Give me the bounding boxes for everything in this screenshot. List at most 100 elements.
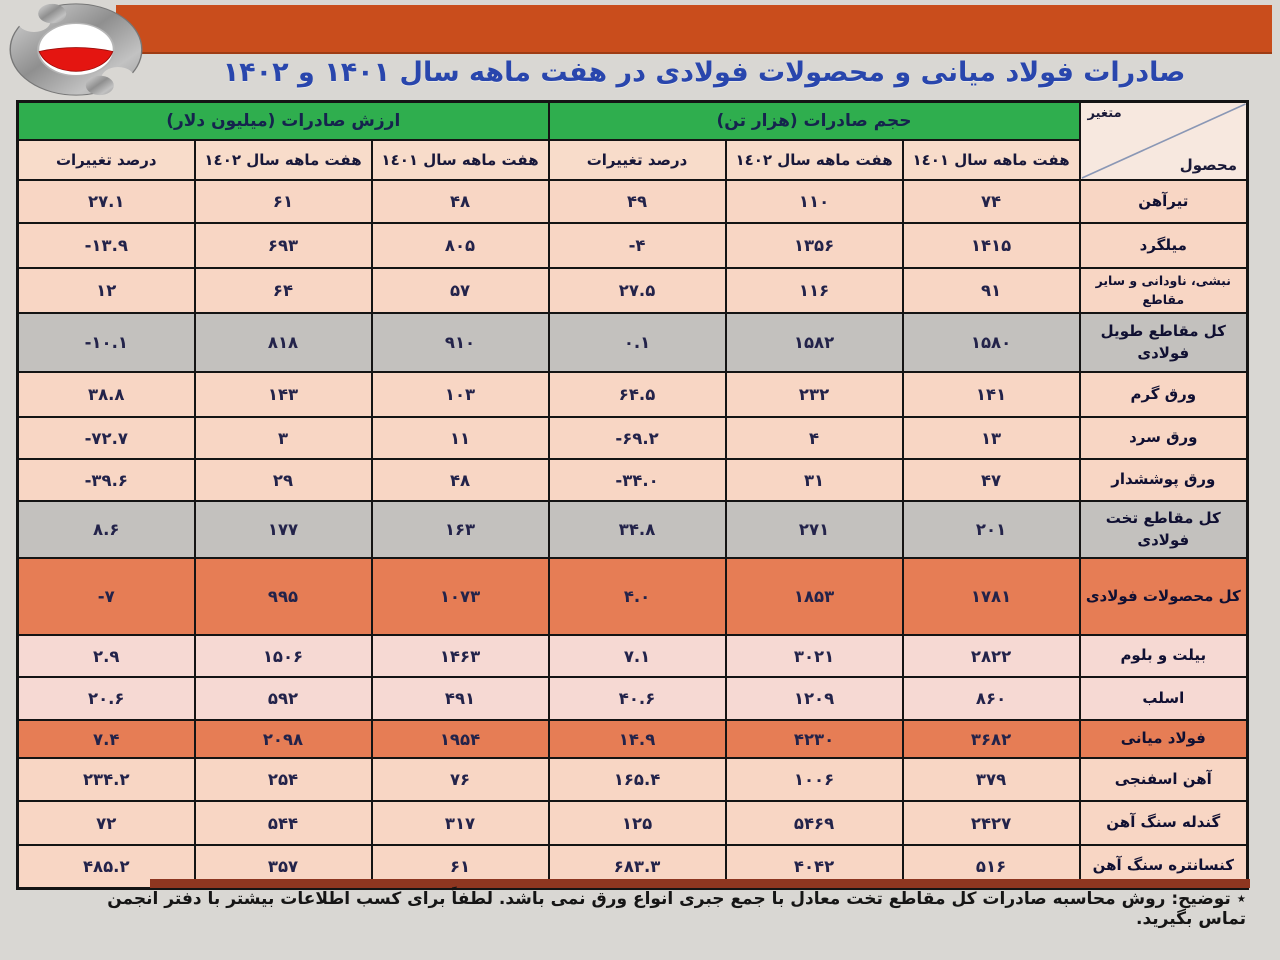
- exports-table-wrap: ارزش صادرات (میلیون دلار) حجم صادرات (هز…: [16, 100, 1250, 890]
- steel-logo-icon: [9, 3, 143, 96]
- sub-header-cell: هفت ماهه سال ١٤٠١: [370, 139, 550, 181]
- group-header-row: ارزش صادرات (میلیون دلار) حجم صادرات (هز…: [16, 100, 1249, 181]
- value-cell: ۱۶۵.۴: [547, 757, 727, 802]
- value-cell: ۸۶۰: [901, 676, 1081, 721]
- value-cell: ۱۰۰۶: [724, 757, 904, 802]
- value-cell: ۲۰.۶: [16, 676, 196, 721]
- sub-header-cell: درصد تغییرات: [16, 139, 196, 181]
- product-label: ورق پوششدار: [1078, 458, 1249, 502]
- value-cell: ۷۴: [901, 179, 1081, 224]
- value-cell: ۱۱: [370, 416, 550, 460]
- value-cell: ۸۰۵: [370, 222, 550, 269]
- value-cell: ۹۹۵: [193, 557, 373, 636]
- product-label: نبشی، ناودانی و سایر مقاطع: [1078, 267, 1249, 314]
- footnote: ٭ توضیح: روش محاسبه صادرات کل مقاطع تخت …: [107, 889, 1246, 929]
- corner-variable-label: متغیر: [1087, 106, 1122, 121]
- product-label: ورق گرم: [1078, 371, 1249, 418]
- value-cell: ۲۷۱: [724, 500, 904, 559]
- value-cell: ۲۷.۱: [16, 179, 196, 224]
- value-cell: ۷.۱: [547, 634, 727, 678]
- page-title: صادرات فولاد میانی و محصولات فولادی در ه…: [222, 57, 1186, 88]
- value-cell: ۹۱۰: [370, 312, 550, 373]
- value-cell: -۷۲.۷: [16, 416, 196, 460]
- value-cell: ۵۷: [370, 267, 550, 314]
- table-row: ۲۷.۱ ۶۱ ۴۸ ۴۹ ۱۱۰ ۷۴ تیرآهن: [16, 179, 1249, 224]
- value-cell: ۱۰۷۳: [370, 557, 550, 636]
- value-cell: ۱۷۷: [193, 500, 373, 559]
- value-cell: ۴۸: [370, 179, 550, 224]
- product-label: ورق سرد: [1078, 416, 1249, 460]
- table-row: ۷.۴ ۲۰۹۸ ۱۹۵۴ ۱۴.۹ ۴۲۳۰ ۳۶۸۲ فولاد میانی: [16, 719, 1249, 759]
- steel-association-logo: [6, 1, 146, 102]
- product-label: کل مقاطع طویل فولادی: [1078, 312, 1249, 373]
- product-label: فولاد میانی: [1078, 719, 1249, 759]
- value-cell: ۳۸.۸: [16, 371, 196, 418]
- value-cell: ۵۴۶۹: [724, 800, 904, 846]
- value-cell: ۴۷: [901, 458, 1081, 502]
- table-row: ۱۲ ۶۴ ۵۷ ۲۷.۵ ۱۱۶ ۹۱ نبشی، ناودانی و سایر مقاط…: [16, 267, 1249, 314]
- corner-cell: متغیر محصول: [1078, 100, 1249, 181]
- value-cell: ۶۱: [193, 179, 373, 224]
- value-cell: ۳: [193, 416, 373, 460]
- value-cell: ۱۶۳: [370, 500, 550, 559]
- table-row: ۷۲ ۵۴۴ ۳۱۷ ۱۲۵ ۵۴۶۹ ۲۴۲۷ گندله سنگ آهن: [16, 800, 1249, 846]
- table-row: -۱۳.۹ ۶۹۳ ۸۰۵ -۴ ۱۳۵۶ ۱۴۱۵ میلگرد: [16, 222, 1249, 269]
- volume-group-header: حجم صادرات (هزار تن): [547, 100, 1081, 141]
- value-cell: ۱۵۸۲: [724, 312, 904, 373]
- value-cell: ۲۷.۵: [547, 267, 727, 314]
- sub-header-row: درصد تغییرات هفت ماهه سال ١٤٠٢ هفت ماهه …: [16, 139, 1248, 181]
- value-cell: ۲۴۲۷: [901, 800, 1081, 846]
- value-cell: ۱۳۵۶: [724, 222, 904, 269]
- value-cell: ۱۵۸۰: [901, 312, 1081, 373]
- product-label: کل مقاطع تخت فولادی: [1078, 500, 1249, 559]
- value-cell: ۹۱: [901, 267, 1081, 314]
- value-cell: ۸۱۸: [193, 312, 373, 373]
- value-cell: ۱۳: [901, 416, 1081, 460]
- value-cell: ۲۹: [193, 458, 373, 502]
- table-row: -۱۰.۱ ۸۱۸ ۹۱۰ ۰.۱ ۱۵۸۲ ۱۵۸۰ کل مقاطع طویل فولا…: [16, 312, 1249, 373]
- value-cell: ۴.۰: [547, 557, 727, 636]
- table-row: -۷۲.۷ ۳ ۱۱ -۶۹.۲ ۴ ۱۳ ورق سرد: [16, 416, 1249, 460]
- value-cell: ۲۸۲۲: [901, 634, 1081, 678]
- value-cell: ۳۶۸۲: [901, 719, 1081, 759]
- value-cell: ۱۵۰۶: [193, 634, 373, 678]
- value-cell: ۱۴۳: [193, 371, 373, 418]
- table-row: ۲۰.۶ ۵۹۲ ۴۹۱ ۴۰.۶ ۱۲۰۹ ۸۶۰ اسلب: [16, 676, 1249, 721]
- sub-header-cell: هفت ماهه سال ١٤٠١: [901, 139, 1081, 181]
- value-cell: ۲۳۲: [724, 371, 904, 418]
- value-cell: ۳۷۹: [901, 757, 1081, 802]
- value-cell: ۰.۱: [547, 312, 727, 373]
- value-cell: ۸.۶: [16, 500, 196, 559]
- value-cell: ۱۸۵۳: [724, 557, 904, 636]
- value-cell: -۳۴.۰: [547, 458, 727, 502]
- product-label: گندله سنگ آهن: [1078, 800, 1249, 846]
- product-label: آهن اسفنجی: [1078, 757, 1249, 802]
- value-cell: ۱۱۰: [724, 179, 904, 224]
- value-cell: ۳۱: [724, 458, 904, 502]
- value-cell: ۲۵۴: [193, 757, 373, 802]
- sub-header-cell: هفت ماهه سال ١٤٠٢: [193, 139, 373, 181]
- value-cell: ۲۰۱: [901, 500, 1081, 559]
- value-cell: ۴۹۱: [370, 676, 550, 721]
- value-cell: ۶۴.۵: [547, 371, 727, 418]
- product-label: میلگرد: [1078, 222, 1249, 269]
- product-label: کل محصولات فولادی: [1078, 557, 1249, 636]
- value-cell: ۱۲۰۹: [724, 676, 904, 721]
- value-cell: ۱۰۳: [370, 371, 550, 418]
- value-cell: ۷۶: [370, 757, 550, 802]
- value-cell: -۷: [16, 557, 196, 636]
- value-cell: -۳۹.۶: [16, 458, 196, 502]
- value-cell: ۵۴۴: [193, 800, 373, 846]
- value-cell: ۳۰۲۱: [724, 634, 904, 678]
- header-banner: [116, 5, 1272, 54]
- value-cell: ۴۰.۶: [547, 676, 727, 721]
- value-cell: ۲۰۹۸: [193, 719, 373, 759]
- table-body: ۲۷.۱ ۶۱ ۴۸ ۴۹ ۱۱۰ ۷۴ تیرآهن -۱۳.۹ ۶۹۳ ۸۰۵ -۴ ۱۳۵۶ ۱۴…: [16, 179, 1249, 889]
- product-label: بیلت و بلوم: [1078, 634, 1249, 678]
- value-cell: ۶۴: [193, 267, 373, 314]
- table-row: ۳۸.۸ ۱۴۳ ۱۰۳ ۶۴.۵ ۲۳۲ ۱۴۱ ورق گرم: [16, 371, 1249, 418]
- value-cell: ۴: [724, 416, 904, 460]
- product-label: اسلب: [1078, 676, 1249, 721]
- value-cell: ۴۲۳۰: [724, 719, 904, 759]
